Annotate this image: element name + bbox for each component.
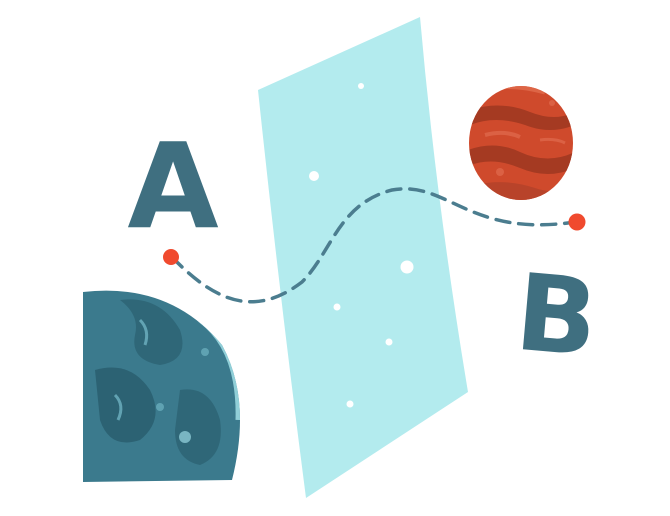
star [400,260,414,274]
wormhole-sheet-icon [258,17,468,498]
point-a-dot [163,249,179,265]
teal-planet-icon [83,290,240,482]
star [346,400,354,408]
star [358,83,364,89]
point-a-label: A [127,117,218,255]
star [309,171,319,181]
star [385,338,393,346]
point-b-dot [568,213,586,231]
star [333,303,341,311]
point-b-label: B [511,251,602,381]
dashed-trajectory-icon [170,187,577,304]
portal-sheet [258,17,468,498]
portal-stars [309,83,414,408]
red-planet-icon [469,86,573,200]
